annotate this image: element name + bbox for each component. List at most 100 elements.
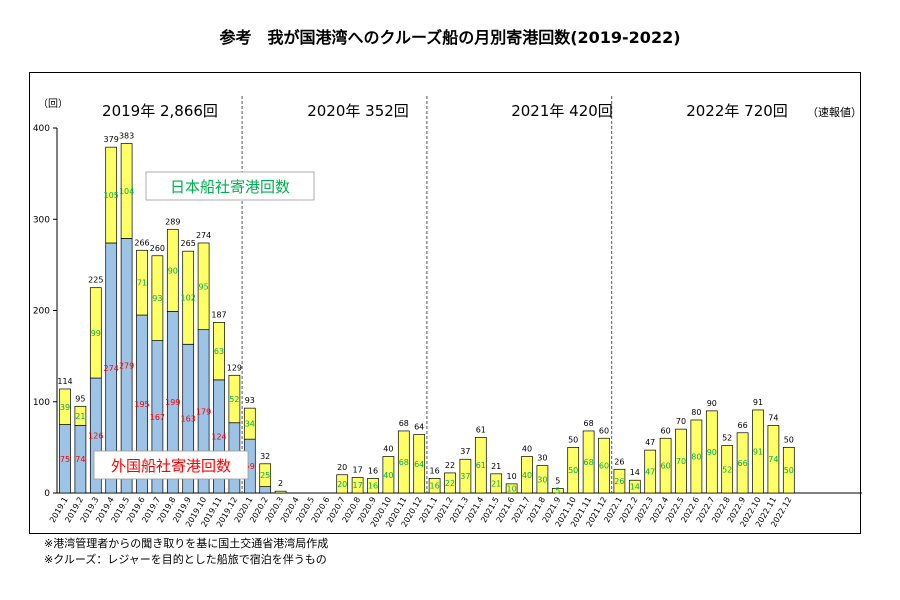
- bar-domestic: [428, 478, 441, 494]
- total-value-label: 260: [150, 244, 165, 253]
- domestic-value-label: 22: [445, 479, 455, 488]
- y-tick-label: 100: [33, 398, 50, 408]
- total-value-label: 90: [707, 399, 717, 408]
- domestic-value-label: 5: [555, 487, 560, 496]
- legend-foreign-label: 外国船社寄港回数: [111, 457, 231, 475]
- domestic-value-label: 91: [753, 447, 763, 456]
- total-value-label: 30: [537, 454, 547, 463]
- y-tick-label: 400: [33, 124, 50, 134]
- bar-domestic: [582, 430, 595, 494]
- domestic-value-label: 68: [399, 458, 409, 467]
- total-value-label: 32: [260, 452, 270, 461]
- total-value-label: 14: [630, 468, 640, 477]
- total-value-label: 68: [584, 419, 594, 428]
- source-note: ※港湾管理者からの聞き取りを基に国土交通省港湾局作成: [44, 537, 329, 550]
- bar-domestic: [459, 458, 472, 494]
- total-value-label: 37: [460, 447, 470, 456]
- total-value-label: 26: [614, 457, 624, 466]
- bar-domestic: [675, 428, 687, 494]
- foreign-value-label: 126: [88, 432, 103, 441]
- total-value-label: 20: [337, 463, 347, 472]
- domestic-value-label: 63: [214, 347, 224, 356]
- domestic-value-label: 30: [537, 475, 547, 484]
- domestic-value-label: 17: [353, 481, 363, 490]
- total-value-label: 70: [676, 417, 686, 426]
- total-value-label: 225: [88, 276, 103, 285]
- domestic-value-label: 10: [507, 484, 517, 493]
- foreign-value-label: 59: [245, 462, 255, 471]
- legend-foreign-box: [93, 450, 249, 480]
- total-value-label: 129: [227, 363, 242, 372]
- domestic-value-label: 40: [383, 471, 393, 480]
- bar-domestic: [274, 490, 287, 494]
- total-value-label: 114: [57, 377, 72, 386]
- bar-domestic: [243, 407, 256, 440]
- domestic-value-label: 21: [491, 479, 501, 488]
- domestic-value-label: 102: [181, 294, 196, 303]
- foreign-value-label: 279: [119, 362, 134, 371]
- domestic-value-label: 52: [229, 395, 239, 404]
- total-value-label: 47: [645, 438, 655, 447]
- domestic-value-label: 34: [245, 420, 255, 429]
- bar-domestic: [490, 473, 503, 494]
- bar-domestic: [105, 146, 118, 244]
- bar-domestic: [567, 447, 580, 494]
- domestic-value-label: 71: [137, 279, 147, 288]
- year-total-label: 2022年 720回: [686, 102, 788, 120]
- total-value-label: 91: [753, 398, 763, 407]
- domestic-value-label: 93: [152, 294, 162, 303]
- bar-domestic: [598, 437, 610, 494]
- bar-domestic: [644, 449, 657, 494]
- bar-domestic: [228, 374, 241, 424]
- total-value-label: 17: [353, 465, 363, 474]
- bar-domestic: [551, 488, 564, 494]
- domestic-value-label: 74: [768, 455, 778, 464]
- domestic-value-label: 20: [337, 480, 347, 489]
- total-value-label: 21: [491, 462, 501, 471]
- domestic-value-label: 16: [368, 482, 378, 491]
- bar-domestic: [752, 409, 764, 494]
- year-total-label: 2019年 2,866回: [102, 102, 218, 120]
- domestic-value-label: 52: [722, 465, 732, 474]
- bar-domestic: [259, 463, 272, 487]
- bar-domestic: [444, 472, 456, 494]
- bar-domestic: [182, 250, 195, 345]
- domestic-value-label: 66: [738, 459, 748, 468]
- total-value-label: 93: [245, 396, 255, 405]
- domestic-value-label: 80: [691, 453, 701, 462]
- domestic-value-label: 14: [630, 483, 640, 492]
- total-value-label: 95: [75, 394, 85, 403]
- foreign-value-label: 124: [211, 432, 226, 441]
- bar-domestic: [659, 437, 672, 494]
- domestic-value-label: 95: [199, 282, 209, 291]
- bar-domestic: [767, 425, 780, 494]
- bar-domestic: [59, 388, 71, 425]
- domestic-value-label: 37: [460, 472, 470, 481]
- domestic-value-label: 64: [414, 460, 424, 469]
- domestic-value-label: 104: [119, 187, 134, 196]
- total-value-label: 50: [568, 435, 578, 444]
- bar-domestic: [120, 143, 133, 239]
- total-value-label: 60: [661, 426, 671, 435]
- bar-domestic: [397, 430, 410, 494]
- bar-foreign: [259, 486, 272, 494]
- domestic-value-label: 60: [661, 462, 671, 471]
- domestic-value-label: 60: [599, 462, 609, 471]
- total-value-label: 52: [722, 434, 732, 443]
- bar-domestic: [89, 287, 102, 379]
- total-value-label: 383: [119, 132, 134, 141]
- legend-domestic-box: [145, 171, 315, 201]
- bar-domestic: [474, 436, 487, 494]
- foreign-value-label: 74: [75, 455, 85, 464]
- foreign-value-label: 167: [150, 413, 165, 422]
- provisional-note: （速報値）: [807, 106, 862, 119]
- foreign-value-label: 199: [165, 398, 180, 407]
- bar-domestic: [151, 255, 164, 341]
- bar-domestic: [536, 465, 549, 494]
- total-value-label: 16: [368, 466, 378, 475]
- bar-domestic: [736, 432, 749, 494]
- foreign-value-label: 179: [196, 407, 211, 416]
- domestic-value-label: 105: [104, 191, 119, 200]
- total-value-label: 266: [134, 238, 149, 247]
- total-value-label: 66: [738, 421, 748, 430]
